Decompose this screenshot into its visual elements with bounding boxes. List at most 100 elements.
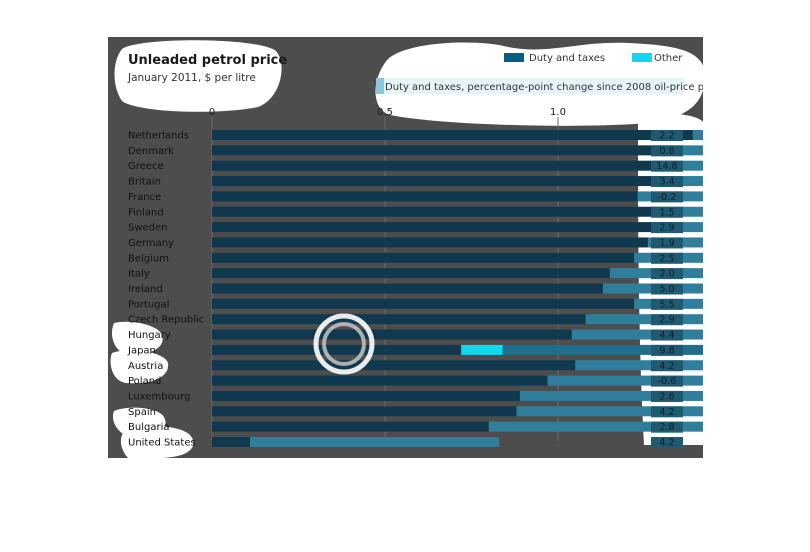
title-highlight xyxy=(114,40,282,112)
chart-title: Unleaded petrol price xyxy=(128,53,287,68)
change-box xyxy=(651,176,683,188)
bar-duty xyxy=(212,206,659,217)
change-value: 2.9 xyxy=(659,223,674,234)
change-value: 5.5 xyxy=(659,299,674,310)
bar-duty xyxy=(212,298,635,309)
chart-svg: 0 0.5 1.0 1.5 2.0 2.5 Netherlands 2.2 Denmark 0.8… xyxy=(110,40,703,458)
category-label: Sweden xyxy=(128,223,168,234)
category-label: Germany xyxy=(128,238,174,249)
x-tick-label: 1.0 xyxy=(550,107,566,118)
category-label: Belgium xyxy=(128,253,169,264)
change-value: 4.4 xyxy=(659,330,674,341)
category-label: Czech Republic xyxy=(128,315,204,326)
change-value: 3.4 xyxy=(659,177,674,188)
bar-other xyxy=(692,130,703,140)
bar-other xyxy=(575,360,703,371)
change-box xyxy=(651,252,683,264)
bar-duty xyxy=(212,390,520,401)
change-box xyxy=(651,160,683,172)
bar-japan-highlight xyxy=(461,344,503,355)
bar-duty xyxy=(212,222,676,233)
change-value: 4.2 xyxy=(659,407,674,418)
change-value: 9.8 xyxy=(659,345,674,356)
category-label: Austria xyxy=(128,361,163,372)
category-label: Britain xyxy=(128,177,161,188)
change-box xyxy=(651,329,683,341)
change-value: 14.8 xyxy=(656,161,677,172)
change-value: 1.9 xyxy=(659,238,674,249)
bar-other xyxy=(665,145,703,156)
legend-other-label: Other xyxy=(654,53,683,64)
x-tick-label: 0.5 xyxy=(377,107,393,118)
category-label: Luxembourg xyxy=(128,391,190,402)
category-label: Portugal xyxy=(128,299,169,310)
change-box xyxy=(651,237,683,249)
bar-duty xyxy=(212,375,548,386)
labels: 0 0.5 1.0 1.5 2.0 2.5 Netherlands 2.2 Denmark 0.8… xyxy=(127,107,678,449)
category-label: United States xyxy=(128,438,196,449)
bar-duty xyxy=(212,329,572,340)
bar-duty xyxy=(212,283,603,294)
bar-other xyxy=(571,329,703,340)
bar-other xyxy=(668,160,703,171)
change-value: 4.2 xyxy=(659,438,674,449)
us-highlight xyxy=(120,425,194,458)
change-box xyxy=(651,222,683,234)
japan-spotlight xyxy=(313,313,375,375)
bar-duty xyxy=(212,191,638,202)
category-label: Japan xyxy=(127,345,156,356)
legend-other-swatch xyxy=(632,53,652,62)
chart-subtitle: January 2011, $ per litre xyxy=(127,72,256,84)
change-value: -0.6 xyxy=(658,376,677,387)
bar-other xyxy=(250,437,500,447)
category-label: Spain xyxy=(128,407,156,418)
bar-duty xyxy=(212,160,669,171)
bar-other xyxy=(474,344,703,355)
bar-duty xyxy=(212,421,489,432)
bar-duty xyxy=(212,314,586,325)
bar-other xyxy=(675,222,703,233)
bar-duty xyxy=(212,268,610,279)
category-label: Hungary xyxy=(128,330,171,341)
change-value: 1.5 xyxy=(659,207,674,218)
change-header: Duty and taxes, percentage-point change … xyxy=(385,82,703,93)
category-label: Finland xyxy=(128,207,164,218)
category-label: Bulgaria xyxy=(128,422,169,433)
category-label: Poland xyxy=(128,376,161,387)
change-header-swatch xyxy=(376,78,384,94)
category-label: France xyxy=(128,192,161,203)
change-value: 2.6 xyxy=(659,391,674,402)
bars xyxy=(212,130,703,448)
legend-duty-label: Duty and taxes xyxy=(529,53,605,64)
change-value: -0.2 xyxy=(658,192,677,203)
change-box xyxy=(651,298,683,310)
bar-other xyxy=(488,421,703,432)
category-label: Ireland xyxy=(128,284,163,295)
bar-other xyxy=(519,390,703,401)
change-box xyxy=(651,421,683,433)
change-box xyxy=(651,268,683,280)
gridlines xyxy=(211,117,559,441)
change-box xyxy=(651,206,683,218)
change-value: 2.2 xyxy=(659,131,674,142)
change-value: 2.8 xyxy=(659,422,674,433)
change-box xyxy=(651,145,683,157)
change-value: 2.5 xyxy=(659,253,674,264)
bar-duty xyxy=(212,237,648,248)
bar-duty xyxy=(212,360,576,371)
change-value: 2.0 xyxy=(659,269,674,280)
bar-other xyxy=(585,314,703,325)
change-value: 2.9 xyxy=(659,315,674,326)
change-box xyxy=(651,360,683,372)
category-label: Greece xyxy=(128,161,164,172)
bar-duty xyxy=(212,252,635,263)
change-box xyxy=(651,130,683,141)
x-tick-label: 0 xyxy=(209,107,215,118)
change-box xyxy=(651,406,683,418)
legend-duty-swatch xyxy=(504,53,524,62)
bar-duty xyxy=(212,437,251,447)
change-box xyxy=(651,283,683,295)
hungary-highlight xyxy=(111,321,163,355)
austria-highlight xyxy=(110,350,169,384)
change-value: 0.8 xyxy=(659,146,674,157)
